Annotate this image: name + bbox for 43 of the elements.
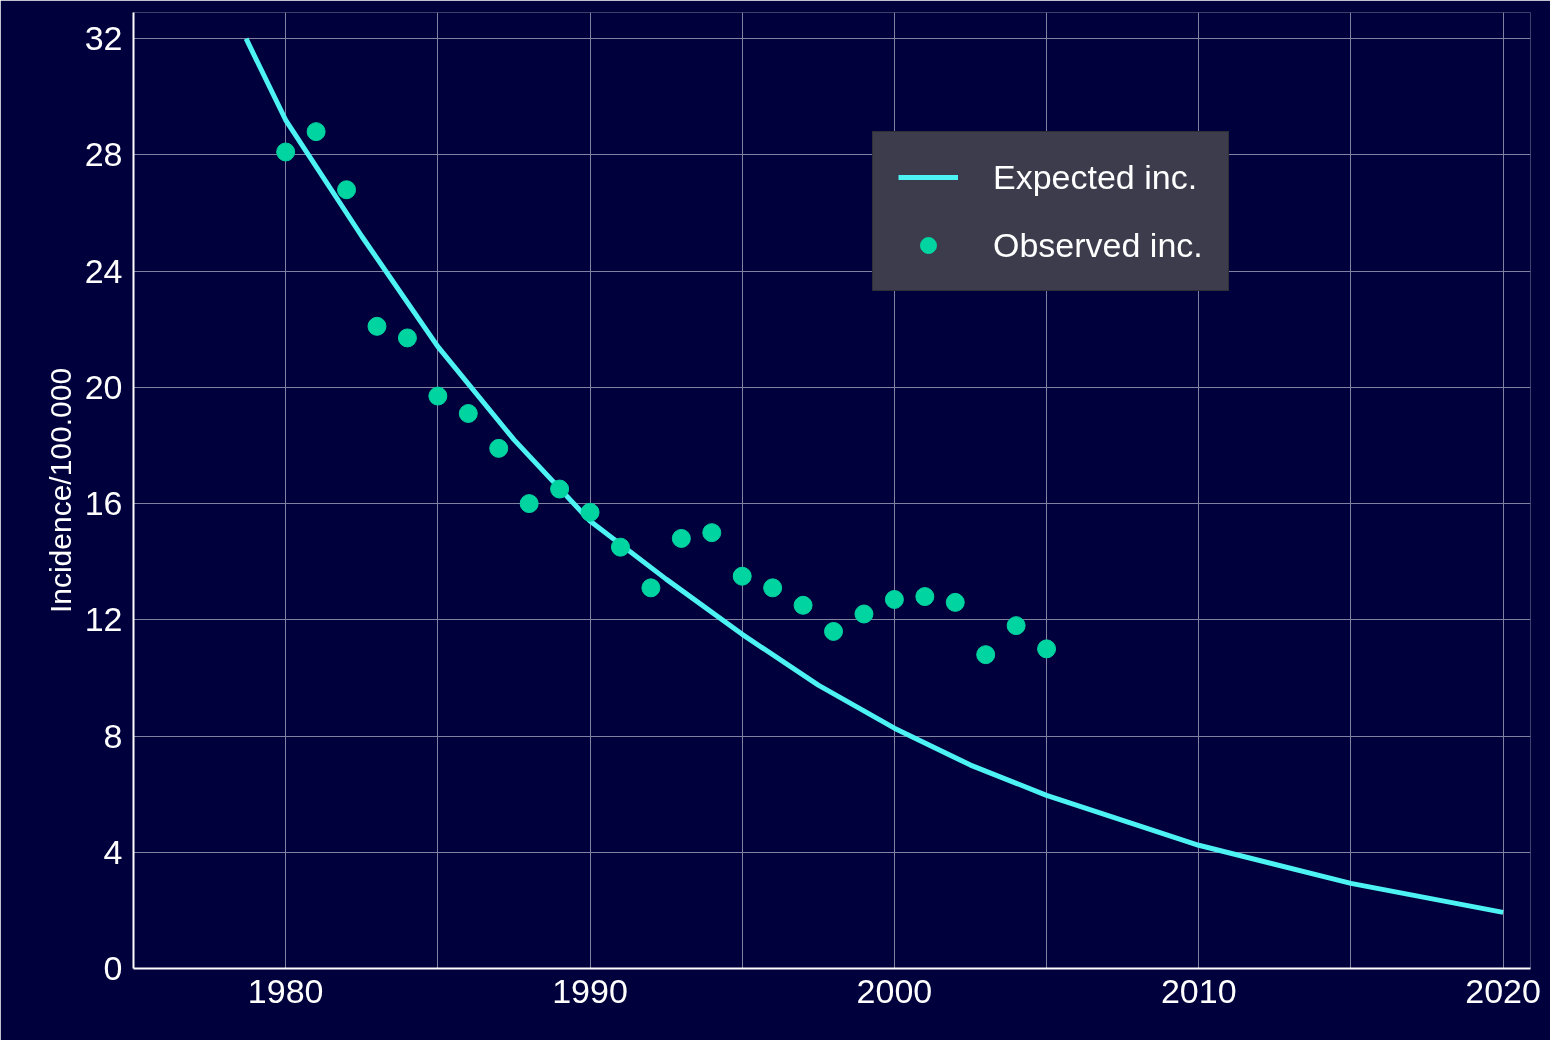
point (489, 438, 509, 458)
legend-label: Expected inc. (993, 157, 1198, 197)
point (976, 645, 996, 665)
point (732, 566, 752, 586)
point (824, 621, 844, 641)
point (641, 578, 661, 598)
point (884, 589, 904, 609)
point (337, 180, 357, 200)
point (276, 142, 296, 162)
x-tick-label: 2020 (1465, 971, 1541, 1010)
point (306, 122, 326, 142)
y-tick-label: 16 (84, 484, 123, 523)
y-tick-label: 4 (103, 832, 123, 871)
y-tick-label: 24 (84, 251, 123, 290)
point (458, 404, 478, 423)
point (580, 502, 600, 522)
y-tick-label: 20 (84, 367, 123, 406)
y-tick-label: 0 (103, 949, 123, 987)
point (1037, 639, 1057, 659)
x-tick-label: 2000 (856, 971, 933, 1010)
point (550, 479, 570, 499)
point (397, 328, 417, 348)
point (702, 523, 722, 543)
point (945, 592, 965, 612)
point (519, 494, 539, 514)
y-tick-label: 12 (84, 600, 123, 639)
point (793, 595, 813, 615)
point (763, 578, 783, 598)
x-tick-label: 1990 (552, 971, 628, 1010)
point (610, 537, 630, 557)
y-axis-title: Incidence/100.000 (43, 367, 77, 614)
point (671, 528, 691, 548)
point (367, 316, 387, 336)
point (854, 604, 874, 624)
legend-label: Observed inc. (993, 225, 1203, 265)
y-tick-label: 32 (84, 19, 123, 58)
y-tick-label: 8 (103, 716, 123, 755)
x-tick-label: 1980 (247, 971, 324, 1010)
x-tick-label: 2010 (1160, 971, 1237, 1010)
point (428, 386, 448, 406)
point (1006, 616, 1026, 636)
point (915, 587, 935, 607)
y-tick-label: 28 (84, 135, 123, 174)
